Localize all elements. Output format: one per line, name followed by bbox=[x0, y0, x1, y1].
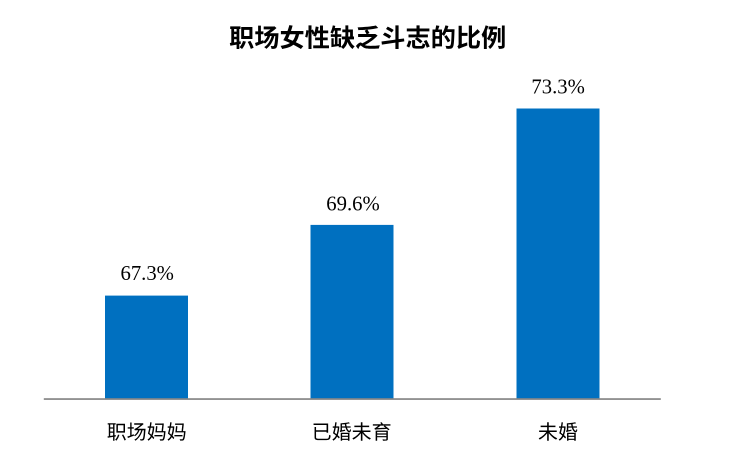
svg-text:69.6%: 69.6% bbox=[326, 193, 379, 215]
svg-text:67.3%: 67.3% bbox=[120, 263, 173, 285]
svg-text:73.3%: 73.3% bbox=[531, 76, 584, 98]
